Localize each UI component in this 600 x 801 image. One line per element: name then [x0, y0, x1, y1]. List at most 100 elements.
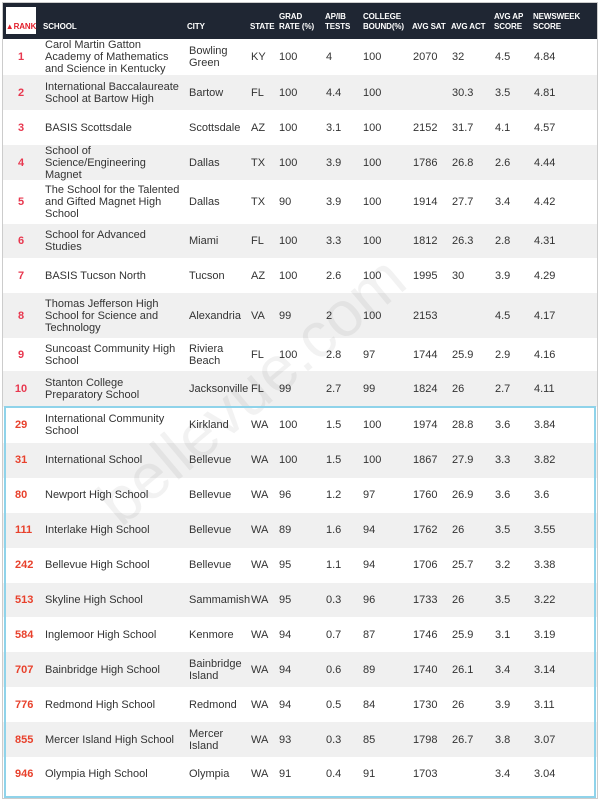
ap-cell: 2 [326, 309, 333, 322]
sat-cell: 1746 [413, 628, 438, 641]
school-cell[interactable]: School for Advanced Studies [45, 229, 146, 253]
school-cell[interactable]: BASIS Scottsdale [45, 121, 132, 134]
school-cell[interactable]: School of Science/Engineering Magnet [45, 144, 146, 181]
school-cell[interactable]: Skyline High School [45, 593, 143, 606]
table-row[interactable]: 5 The School for the Talented and Gifted … [3, 180, 597, 224]
grad-cell: 100 [279, 348, 298, 361]
college-cell: 97 [363, 489, 376, 502]
table-row[interactable]: 2 International Baccalaureate School at B… [3, 75, 597, 110]
city-cell: Dallas [189, 196, 220, 208]
state-cell: WA [251, 559, 269, 572]
header-newsweek-score[interactable]: NEWSWEEK SCORE [533, 12, 581, 31]
header-grad-rate[interactable]: GRAD RATE (%) [279, 12, 315, 31]
newsweek-cell: 4.11 [534, 383, 555, 395]
rank-value: 9 [17, 348, 25, 361]
school-cell[interactable]: Bainbridge High School [45, 663, 160, 676]
sat-cell: 1740 [413, 663, 438, 676]
table-row[interactable]: 10 Stanton College Preparatory School Jack… [3, 371, 597, 407]
newsweek-cell: 3.04 [534, 768, 556, 781]
sort-rank-button[interactable]: ▲ RANK [6, 7, 36, 34]
state-cell: WA [251, 768, 269, 781]
table-row[interactable]: 3 BASIS Scottsdale Scottsdale AZ 100 3.1 100 21… [3, 110, 597, 145]
school-cell[interactable]: Inglemoor High School [45, 628, 157, 641]
college-cell: 97 [363, 348, 376, 361]
school-cell[interactable]: Olympia High School [45, 768, 148, 781]
college-cell: 91 [363, 768, 376, 781]
act-cell: 26.8 [452, 156, 474, 169]
city-cell: Dallas [189, 156, 220, 169]
apscore-cell: 3.4 [495, 196, 511, 208]
school-cell[interactable]: Stanton College Preparatory School [45, 377, 140, 401]
rank-value: 31 [15, 454, 28, 467]
header-school[interactable]: SCHOOL [43, 22, 77, 31]
header-avg-ap-score[interactable]: AVG AP SCORE [494, 12, 524, 31]
header-college-bound[interactable]: COLLEGE BOUND(%) [363, 12, 404, 31]
school-cell[interactable]: BASIS Tucson North [45, 269, 146, 282]
table-row[interactable]: 707 Bainbridge High School Bainbridge Isla… [3, 652, 597, 688]
table-row[interactable]: 111 Interlake High School Bellevue WA 89 1.6 9… [3, 512, 597, 548]
table-row[interactable]: 7 BASIS Tucson North Tucson AZ 100 2.6 100 1995… [3, 258, 597, 293]
table-row[interactable]: 9 Suncoast Community High School Riviera B… [3, 338, 597, 371]
grad-cell: 93 [279, 733, 292, 746]
table-row[interactable]: 6 School for Advanced Studies Miami FL 100 3.… [3, 224, 597, 258]
header-avg-act[interactable]: AVG ACT [451, 22, 486, 31]
act-cell: 25.9 [452, 628, 474, 641]
apscore-cell: 3.6 [495, 419, 511, 432]
header-state[interactable]: STATE [250, 22, 275, 31]
state-cell: WA [251, 663, 269, 676]
table-row[interactable]: 242 Bellevue High School Bellevue WA 95 1.1 94… [3, 548, 597, 583]
table-row[interactable]: 8 Thomas Jefferson High School for Scienc… [3, 293, 597, 338]
school-cell[interactable]: International School [45, 454, 143, 467]
ap-cell: 4.4 [326, 86, 342, 99]
college-cell: 100 [363, 419, 382, 432]
school-cell[interactable]: International Community School [45, 413, 165, 438]
table-row[interactable]: 855 Mercer Island High School Mercer Islan… [3, 722, 597, 757]
school-cell[interactable]: Thomas Jefferson High School for Science… [45, 297, 159, 334]
apscore-cell: 3.5 [495, 593, 511, 606]
header-city[interactable]: CITY [187, 22, 205, 31]
act-cell: 26 [452, 698, 465, 711]
school-cell[interactable]: Suncoast Community High School [45, 342, 176, 367]
newsweek-cell: 3.11 [534, 698, 555, 711]
rank-value: 3 [17, 121, 25, 134]
apscore-cell: 3.3 [495, 454, 511, 467]
college-cell: 85 [363, 733, 376, 746]
school-cell[interactable]: Newport High School [45, 489, 149, 502]
table-row[interactable]: 80 Newport High School Bellevue WA 96 1.2 97 17… [3, 478, 597, 513]
sat-cell: 1706 [413, 559, 438, 572]
act-cell: 27.9 [452, 454, 474, 467]
state-cell: WA [251, 489, 269, 502]
school-cell[interactable]: Bellevue High School [45, 559, 150, 572]
table-row[interactable]: 29 International Community School Kirkland… [3, 408, 597, 443]
apscore-cell: 4.5 [495, 309, 511, 322]
school-cell[interactable]: Mercer Island High School [45, 733, 175, 746]
grad-cell: 90 [279, 196, 292, 208]
rank-value: 29 [15, 419, 28, 432]
header-ap-tests[interactable]: AP/IB TESTS [325, 12, 351, 31]
apscore-cell: 2.9 [495, 348, 511, 361]
table-row[interactable]: 1 Carol Martin Gatton Academy of Mathemat… [3, 39, 597, 75]
grad-cell: 89 [279, 524, 292, 537]
school-cell[interactable]: Interlake High School [45, 524, 150, 537]
sat-cell: 1867 [413, 454, 438, 467]
rank-value: 242 [15, 559, 34, 572]
school-cell[interactable]: International Baccalaureate School at Ba… [45, 80, 179, 105]
ap-cell: 1.2 [326, 489, 342, 502]
table-row[interactable]: 776 Redmond High School Redmond WA 94 0.5 84 17… [3, 687, 597, 722]
table-row[interactable]: 513 Skyline High School Sammamish WA 95 0.3 96… [3, 582, 597, 618]
table-row[interactable]: 946 Olympia High School Olympia WA 91 0.4 91 17… [3, 757, 597, 792]
school-cell[interactable]: The School for the Talented and Gifted M… [45, 184, 180, 220]
school-cell[interactable]: Redmond High School [45, 698, 156, 711]
state-cell: WA [251, 593, 269, 606]
table-row[interactable]: 4 School of Science/Engineering Magnet Dal… [3, 144, 597, 181]
table-row[interactable]: 584 Inglemoor High School Kenmore WA 94 0.7 87… [3, 617, 597, 652]
table-row[interactable]: 31 International School Bellevue WA 100 1.5 10… [3, 442, 597, 478]
school-cell[interactable]: Carol Martin Gatton Academy of Mathemati… [45, 39, 169, 75]
newsweek-cell: 4.44 [534, 156, 556, 169]
apscore-cell: 2.6 [495, 156, 511, 169]
college-cell: 94 [363, 524, 376, 537]
ap-cell: 3.3 [326, 235, 342, 247]
college-cell: 99 [363, 383, 376, 395]
ap-cell: 1.6 [326, 524, 342, 537]
header-avg-sat[interactable]: AVG SAT [412, 22, 446, 31]
